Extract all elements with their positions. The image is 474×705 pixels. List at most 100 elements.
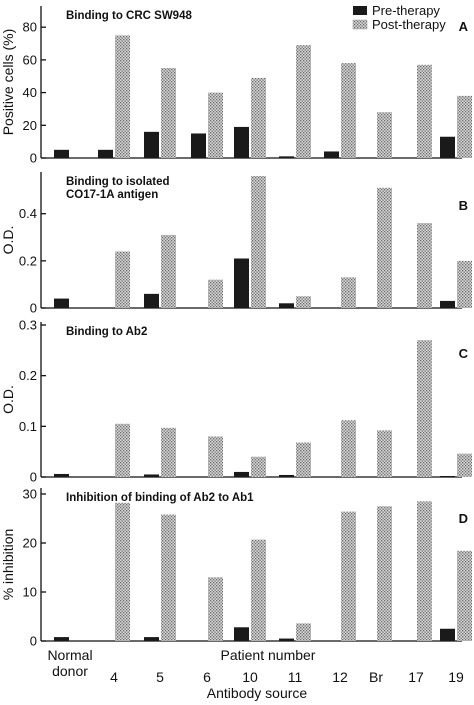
bar-pre-therapy — [324, 151, 339, 158]
bar-pre-therapy — [191, 133, 206, 158]
bar-post-therapy — [457, 550, 472, 641]
bar-post-therapy — [417, 340, 432, 477]
bar-post-therapy — [161, 514, 176, 641]
bar-post-therapy — [296, 623, 311, 641]
y-tick-label: 10 — [23, 585, 37, 600]
x-tick-labels: 4 5 6 10 11 12 Br 17 19 — [110, 669, 464, 685]
y-tick-label: 20 — [23, 536, 37, 551]
bar-post-therapy — [341, 420, 356, 477]
bar-post-therapy — [115, 35, 130, 159]
bar-post-therapy — [251, 176, 266, 308]
bar-post-therapy — [115, 502, 130, 641]
panel-title: Inhibition of binding of Ab2 to Ab1 — [66, 492, 254, 504]
bar-pre-therapy — [144, 637, 159, 641]
bar-pre-therapy — [440, 136, 455, 158]
bar-pre-therapy — [54, 149, 69, 158]
legend-swatch-pre — [353, 6, 367, 15]
panel-letter: C — [459, 346, 469, 361]
x-tick-label: 10 — [242, 669, 258, 685]
panel-d: 0 10 20 30 Inhibition of binding of Ab2 to A… — [0, 487, 472, 649]
x-tick-label: 19 — [448, 669, 464, 685]
bar-post-therapy — [341, 63, 356, 159]
bar-pre-therapy — [144, 474, 159, 477]
chart-panels: 0 20 40 60 80 Binding to CRC SW948 A Positive c… — [0, 6, 472, 649]
y-tick-label: 30 — [23, 487, 37, 502]
bar-pre-therapy — [54, 473, 69, 477]
y-tick-label: 0.3 — [19, 318, 37, 333]
bar-pre-therapy — [440, 300, 455, 308]
x-tick-label: 5 — [156, 669, 164, 685]
y-axis-label: % inhibition — [0, 529, 16, 601]
bar-post-therapy — [417, 223, 432, 308]
y-tick-label: 0 — [30, 151, 37, 166]
panel-title: Binding to Ab2 — [66, 326, 147, 338]
bar-post-therapy — [417, 64, 432, 158]
panel-title: Binding to isolated — [66, 176, 170, 188]
panel-letter: B — [459, 198, 468, 213]
panel-title: Binding to CRC SW948 — [66, 10, 192, 22]
bar-post-therapy — [208, 92, 223, 158]
x-group-label: Patient number — [221, 647, 316, 663]
bar-post-therapy — [296, 442, 311, 477]
bar-post-therapy — [251, 539, 266, 641]
bar-pre-therapy — [234, 471, 249, 477]
bar-post-therapy — [208, 436, 223, 477]
panel-c: 0 0.1 0.2 0.3 Binding to Ab2 C O.D. — [0, 318, 472, 485]
bar-post-therapy — [341, 277, 356, 308]
y-tick-label: 0.2 — [19, 253, 37, 268]
bar-pre-therapy — [54, 637, 69, 641]
y-tick-label: 0 — [30, 470, 37, 485]
bar-pre-therapy — [98, 149, 113, 158]
x-tick-label: 17 — [408, 669, 424, 685]
bar-post-therapy — [377, 112, 392, 158]
y-axis-label: Positive cells (%) — [0, 29, 16, 136]
bar-post-therapy — [296, 45, 311, 159]
bar-pre-therapy — [144, 131, 159, 158]
bar-post-therapy — [457, 453, 472, 477]
y-tick-label: 80 — [23, 20, 37, 35]
x-tick-label: Br — [369, 669, 383, 685]
x-axis-title: Antibody source — [207, 685, 308, 701]
bar-pre-therapy — [440, 475, 455, 477]
bar-post-therapy — [115, 251, 130, 308]
bar-pre-therapy — [234, 126, 249, 158]
bar-pre-therapy — [279, 303, 294, 308]
x-tick-label: 12 — [332, 669, 348, 685]
bar-post-therapy — [208, 279, 223, 308]
y-tick-label: 0.1 — [19, 419, 37, 434]
y-tick-label: 0 — [30, 634, 37, 649]
bar-post-therapy — [208, 577, 223, 641]
bar-post-therapy — [341, 511, 356, 641]
legend-label-pre: Pre-therapy — [372, 3, 440, 18]
bar-post-therapy — [296, 296, 311, 308]
bar-post-therapy — [377, 430, 392, 477]
y-tick-label: 20 — [23, 118, 37, 133]
bar-post-therapy — [251, 77, 266, 158]
bar-post-therapy — [377, 187, 392, 308]
y-tick-label: 0.4 — [19, 206, 37, 221]
bar-post-therapy — [161, 427, 176, 477]
x-tick-label: 4 — [110, 669, 118, 685]
panel-a: 0 20 40 60 80 Binding to CRC SW948 A Positive c… — [0, 6, 472, 166]
y-tick-label: 0.2 — [19, 368, 37, 383]
y-axis-label: O.D. — [0, 226, 16, 255]
bar-pre-therapy — [279, 638, 294, 641]
bar-pre-therapy — [234, 258, 249, 308]
bar-post-therapy — [161, 234, 176, 308]
bar-pre-therapy — [279, 474, 294, 477]
y-tick-label: 0 — [30, 301, 37, 316]
panel-title: CO17-1A antigen — [66, 189, 158, 201]
x-tick-label-normal-line2: donor — [52, 663, 88, 679]
bar-post-therapy — [457, 95, 472, 158]
bar-pre-therapy — [279, 156, 294, 158]
legend: Pre-therapy Post-therapy — [352, 3, 446, 32]
x-tick-label: 6 — [203, 669, 211, 685]
panel-letter: A — [459, 19, 469, 34]
y-tick-label: 60 — [23, 52, 37, 67]
bar-pre-therapy — [144, 293, 159, 308]
x-axis-labels: Normal donor Patient number 4 5 6 10 11 12 Br 1… — [47, 647, 464, 701]
bar-pre-therapy — [440, 628, 455, 641]
bar-pre-therapy — [234, 627, 249, 641]
